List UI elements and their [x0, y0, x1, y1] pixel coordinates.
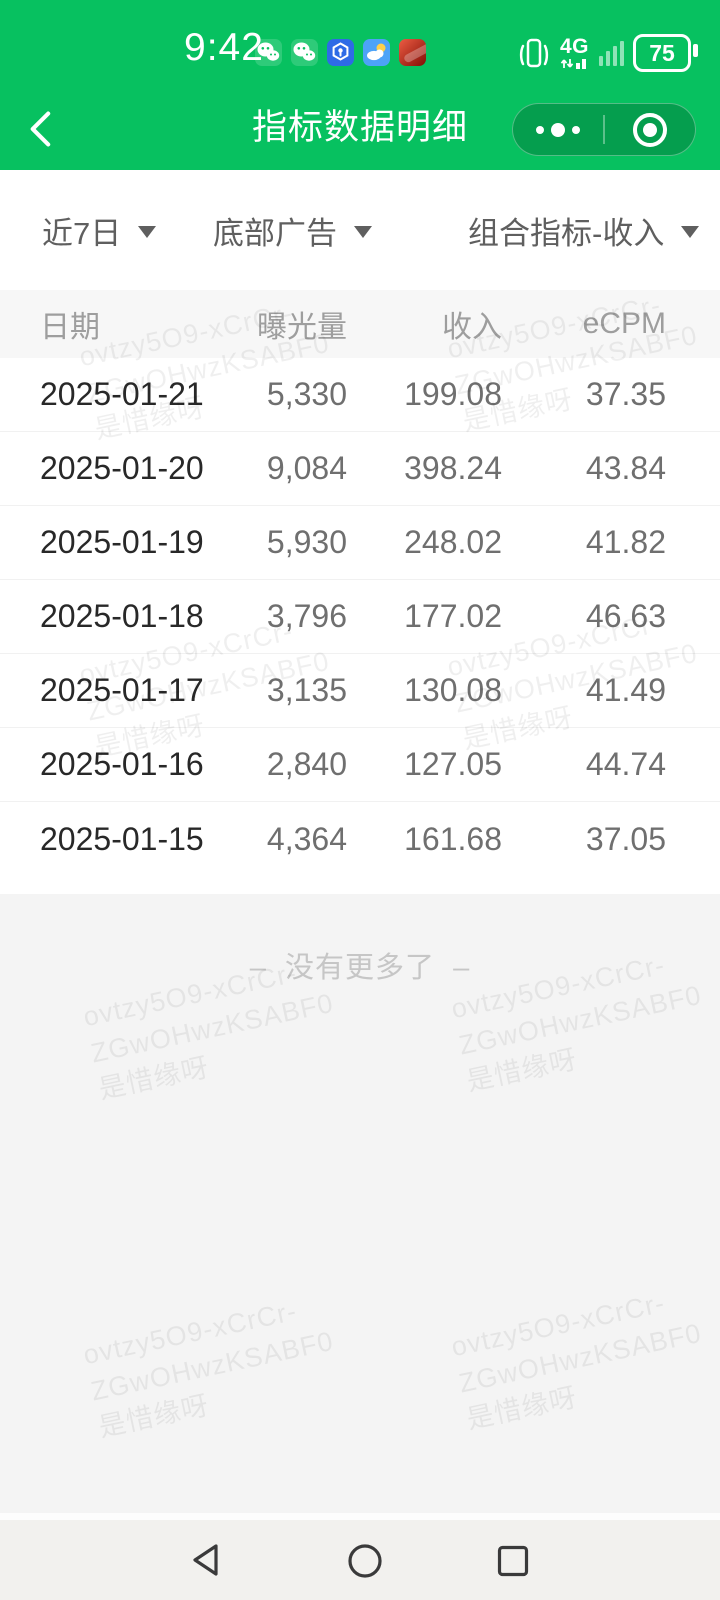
row-date: 2025-01-18 — [40, 598, 204, 634]
row-revenue: 248.02 — [404, 524, 502, 560]
watermark-line: ZGwOHwzKSABF0 — [88, 987, 337, 1069]
signal-bars-icon — [599, 41, 624, 66]
table-row: 2025-01-20 9,084 398.24 43.84 — [0, 432, 720, 506]
row-ecpm: 41.49 — [585, 672, 666, 708]
table-row: 2025-01-21 5,330 199.08 37.35 — [0, 358, 720, 432]
row-date: 2025-01-17 — [40, 672, 204, 708]
miniprogram-capsule — [512, 103, 696, 156]
chevron-down-icon — [681, 226, 700, 238]
status-time: 9:42 — [184, 26, 264, 69]
minimize-icon — [633, 112, 667, 147]
mobile-signal: 4G — [560, 36, 590, 70]
row-impressions: 4,364 — [266, 820, 347, 857]
watermark-line: ZGwOHwzKSABF0 — [88, 1325, 337, 1407]
notification-icons — [255, 39, 426, 66]
capsule-divider — [603, 115, 605, 144]
back-button[interactable] — [26, 109, 54, 149]
filter-bar: 近7日 底部广告 组合指标-收入 — [0, 170, 720, 290]
row-revenue: 177.02 — [404, 598, 502, 634]
battery-percent: 75 — [649, 39, 675, 66]
wechat-icon — [291, 39, 318, 66]
table-body: 2025-01-21 5,330 199.08 37.35 2025-01-20… — [0, 358, 720, 876]
filter-ad-type[interactable]: 底部广告 — [213, 170, 372, 290]
divider — [0, 1513, 720, 1520]
row-revenue: 398.24 — [404, 450, 502, 486]
app-header: 9:42 — [0, 0, 720, 170]
android-back-button[interactable] — [189, 1542, 221, 1578]
filter-label: 近7日 — [42, 215, 122, 251]
row-ecpm: 37.05 — [585, 820, 666, 857]
system-nav-bar — [0, 1520, 720, 1600]
row-ecpm: 46.63 — [585, 598, 666, 634]
row-date: 2025-01-21 — [40, 376, 204, 412]
page-title: 指标数据明细 — [251, 108, 468, 147]
network-type-label: 4G — [560, 35, 590, 58]
table-row: 2025-01-17 3,135 130.08 41.49 — [0, 654, 720, 728]
dot — [572, 125, 580, 134]
more-button[interactable] — [513, 104, 603, 155]
watermark-line: ZGwOHwzKSABF0 — [456, 979, 705, 1061]
no-more-text: – 没有更多了 – — [249, 952, 471, 984]
vibrate-icon — [519, 38, 549, 68]
watermark-line: 是惜缘呀 — [464, 1382, 580, 1435]
table-row: 2025-01-19 5,930 248.02 41.82 — [0, 506, 720, 580]
col-header-impressions: 曝光量 — [257, 311, 347, 344]
col-header-revenue: 收入 — [442, 311, 502, 344]
watermark-line: ZGwOHwzKSABF0 — [456, 1317, 705, 1399]
row-date: 2025-01-16 — [40, 746, 204, 782]
row-ecpm: 41.82 — [585, 524, 666, 560]
android-home-button[interactable] — [347, 1543, 383, 1579]
dot — [551, 122, 565, 137]
hexagon-app-icon — [327, 39, 354, 66]
table-row: 2025-01-15 4,364 161.68 37.05 — [0, 802, 720, 876]
row-ecpm: 37.35 — [585, 376, 666, 412]
chevron-down-icon — [138, 226, 157, 238]
filter-label: 底部广告 — [213, 215, 337, 251]
nav-bar: 指标数据明细 — [0, 88, 720, 170]
battery-indicator: 75 — [633, 34, 698, 72]
row-impressions: 9,084 — [266, 450, 347, 486]
col-header-date: 日期 — [40, 311, 100, 344]
filter-metric[interactable]: 组合指标-收入 — [468, 170, 700, 290]
red-app-icon — [399, 39, 426, 66]
table-row: 2025-01-18 3,796 177.02 46.63 — [0, 580, 720, 654]
android-recents-button[interactable] — [497, 1545, 529, 1577]
row-impressions: 3,796 — [266, 598, 347, 634]
table-header: 日期 曝光量 收入 eCPM — [0, 290, 720, 358]
watermark: ovtzy5O9-xCrCr- ZGwOHwzKSABF0 是惜缘呀 — [80, 1287, 345, 1447]
watermark-line: 是惜缘呀 — [96, 1390, 212, 1443]
row-date: 2025-01-20 — [40, 450, 204, 486]
row-date: 2025-01-19 — [40, 524, 204, 560]
row-ecpm: 43.84 — [585, 450, 666, 486]
filter-label: 组合指标-收入 — [468, 215, 665, 251]
row-revenue: 127.05 — [404, 746, 502, 782]
row-revenue: 161.68 — [404, 820, 502, 857]
table-row: 2025-01-16 2,840 127.05 44.74 — [0, 728, 720, 802]
minimize-button[interactable] — [605, 104, 695, 155]
wechat-icon — [255, 39, 282, 66]
data-arrows-icon — [560, 59, 586, 69]
row-impressions: 3,135 — [266, 672, 347, 708]
dot — [536, 125, 544, 134]
watermark-line: 是惜缘呀 — [464, 1044, 580, 1097]
watermark-line: 是惜缘呀 — [96, 1052, 212, 1105]
chevron-down-icon — [354, 226, 372, 238]
row-ecpm: 44.74 — [585, 746, 666, 782]
row-revenue: 199.08 — [404, 376, 502, 412]
watermark-line: ovtzy5O9-xCrCr- — [80, 1295, 300, 1371]
filter-date-range[interactable]: 近7日 — [42, 170, 157, 290]
watermark-line: ovtzy5O9-xCrCr- — [448, 1287, 668, 1363]
status-right-cluster: 4G 75 — [517, 33, 698, 73]
col-header-ecpm: eCPM — [582, 307, 666, 340]
row-impressions: 2,840 — [266, 746, 347, 782]
row-impressions: 5,330 — [266, 376, 347, 412]
watermark: ovtzy5O9-xCrCr- ZGwOHwzKSABF0 是惜缘呀 — [448, 1279, 713, 1439]
row-date: 2025-01-15 — [40, 820, 204, 857]
weather-icon — [363, 39, 390, 66]
row-revenue: 130.08 — [404, 672, 502, 708]
row-impressions: 5,930 — [266, 524, 347, 560]
